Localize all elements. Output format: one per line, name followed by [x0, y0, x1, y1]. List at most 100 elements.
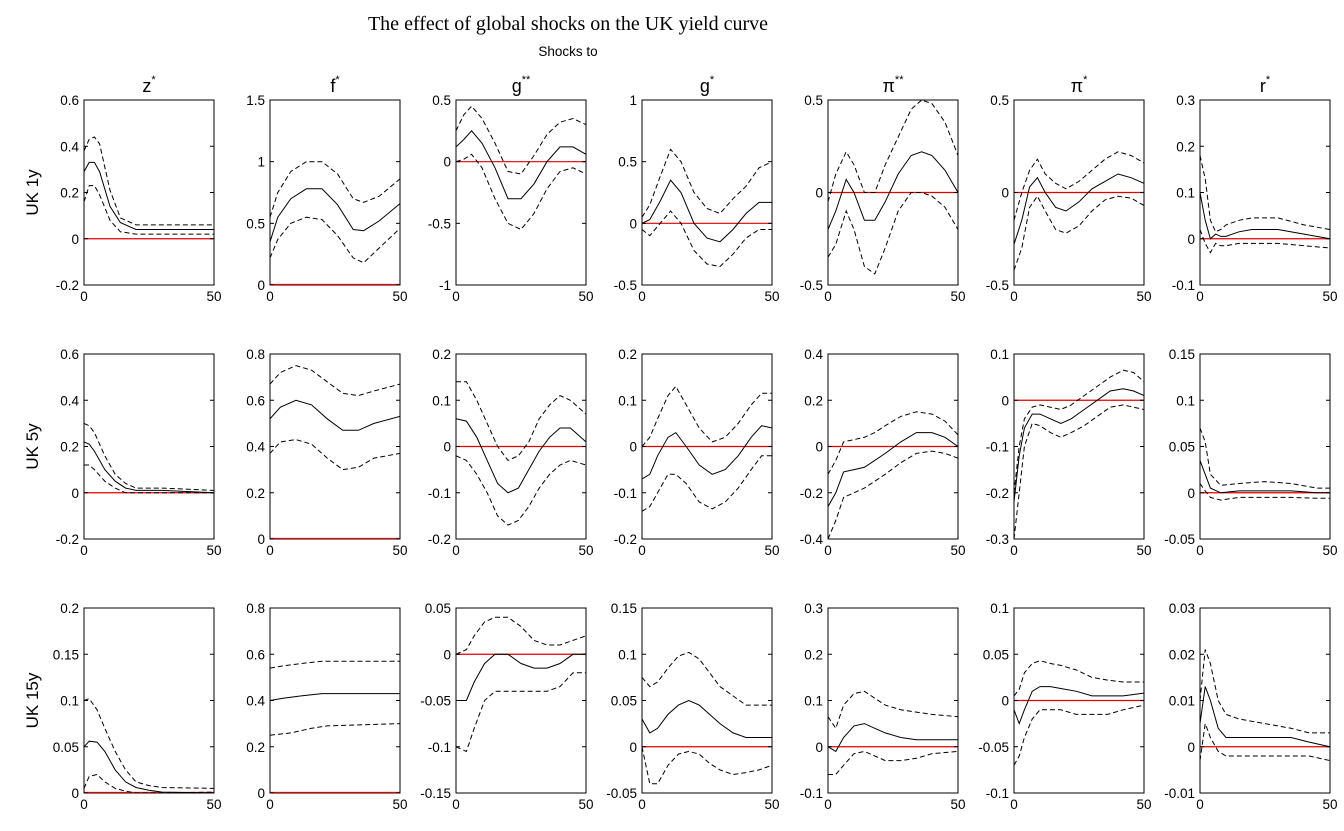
- panel-r1-c1: 0.8 0.6 0.4 0.2 00 50: [246, 347, 407, 558]
- panel-r2-c3: 0.150.10.050-0.050 50: [606, 601, 779, 812]
- impulse-response-line: [1014, 686, 1144, 726]
- column-title-6: r*: [1260, 74, 1271, 96]
- y-tick-label: 0.02: [1169, 647, 1195, 662]
- column-title-base: z: [142, 76, 151, 96]
- x-tick-label: 0: [266, 797, 274, 812]
- y-tick-label: -0.2: [800, 486, 823, 501]
- row-label-1: UK 5y: [23, 423, 42, 470]
- panel-r0-c1: 1.5 1 0.5 00 50: [246, 93, 407, 304]
- panel-frame: [83, 353, 215, 540]
- y-tick-label: -0.1: [428, 740, 451, 755]
- lower-band-line: [642, 746, 772, 785]
- upper-band-line: [1200, 155, 1330, 233]
- y-tick-label: 0: [629, 740, 637, 755]
- y-tick-label: -0.1: [986, 440, 1009, 455]
- panel-r2-c1: 0.8 0.6 0.4 0.2 00 50: [246, 601, 407, 812]
- x-tick-label: 50: [206, 797, 221, 812]
- x-tick-label: 0: [80, 797, 88, 812]
- y-tick-label: -0.1: [800, 786, 823, 801]
- y-tick-label: -0.2: [56, 532, 79, 547]
- column-title-base: g: [512, 76, 522, 96]
- x-tick-label: 50: [578, 797, 593, 812]
- upper-band-line: [84, 422, 214, 491]
- panel-r0-c0: 0.60.40.20-0.20 50: [56, 93, 222, 304]
- y-tick-label: 0.01: [1169, 694, 1195, 709]
- y-tick-label: -0.3: [986, 532, 1009, 547]
- x-tick-label: 50: [1136, 543, 1151, 558]
- y-tick-label: 0.4: [60, 139, 79, 154]
- y-tick-label: 0: [71, 486, 79, 501]
- x-tick-label: 0: [1010, 543, 1018, 558]
- y-tick-label: 0.1: [990, 347, 1009, 362]
- impulse-response-line: [270, 693, 400, 701]
- y-tick-label: 1: [257, 155, 265, 170]
- column-title-base: f: [330, 76, 336, 96]
- x-tick-label: 0: [1196, 797, 1204, 812]
- panel-r1-c3: 0.20.10-0.1-0.20 50: [614, 347, 780, 558]
- lower-band-line: [84, 464, 214, 494]
- y-tick-label: 1: [629, 93, 637, 108]
- upper-band-line: [1200, 427, 1330, 489]
- x-tick-label: 0: [1010, 289, 1018, 304]
- y-tick-label: 0.1: [432, 393, 451, 408]
- impulse-response-line: [456, 653, 586, 701]
- impulse-response-line: [1200, 460, 1330, 494]
- lower-band-line: [1014, 404, 1144, 539]
- y-tick-label: 0.05: [1169, 440, 1195, 455]
- panel-frame: [827, 607, 959, 794]
- panel-plot-area: [642, 385, 772, 512]
- y-tick-label: -0.1: [986, 786, 1009, 801]
- x-tick-label: 0: [452, 543, 460, 558]
- y-tick-label: 0.4: [60, 393, 79, 408]
- y-tick-label: -0.05: [420, 694, 451, 709]
- x-tick-label: 0: [824, 797, 832, 812]
- column-title-4: π**: [883, 74, 905, 96]
- y-tick-label: 0: [1001, 186, 1009, 201]
- column-title-sup: **: [895, 74, 904, 86]
- x-tick-label: 0: [638, 543, 646, 558]
- y-tick-label: 0.03: [1169, 601, 1195, 616]
- y-tick-label: 0: [815, 440, 823, 455]
- panel-plot-area: [642, 148, 772, 268]
- y-tick-label: 0.5: [618, 155, 637, 170]
- upper-band-line: [84, 697, 214, 789]
- upper-band-line: [1014, 151, 1144, 221]
- panel-plot-area: [270, 660, 400, 793]
- column-title-0: z*: [142, 74, 156, 96]
- y-tick-label: 0: [1001, 694, 1009, 709]
- lower-band-line: [1200, 229, 1330, 254]
- impulse-response-line: [642, 699, 772, 738]
- column-title-sup: *: [335, 74, 340, 86]
- x-tick-label: 0: [80, 289, 88, 304]
- panel-plot-area: [456, 616, 586, 753]
- x-tick-label: 50: [764, 797, 779, 812]
- y-tick-label: 0.2: [1176, 139, 1195, 154]
- column-title-base: g: [700, 76, 710, 96]
- impulse-response-line: [642, 425, 772, 480]
- upper-band-line: [828, 100, 958, 202]
- y-tick-label: 0.2: [60, 440, 79, 455]
- panel-frame: [455, 99, 587, 286]
- column-title-2: g**: [512, 74, 531, 96]
- impulse-response-line: [1014, 388, 1144, 503]
- x-tick-label: 50: [764, 289, 779, 304]
- column-title-base: π: [1071, 76, 1083, 96]
- y-tick-label: 0.5: [432, 93, 451, 108]
- panel-frame: [269, 99, 401, 286]
- impulse-response-line: [1014, 173, 1144, 245]
- y-tick-label: -0.5: [428, 216, 451, 231]
- y-tick-label: 0.15: [611, 601, 637, 616]
- x-tick-label: 0: [1010, 797, 1018, 812]
- lower-band-line: [828, 450, 958, 539]
- lower-band-line: [642, 455, 772, 512]
- upper-band-line: [456, 105, 586, 175]
- upper-band-line: [270, 161, 400, 218]
- upper-band-line: [270, 660, 400, 669]
- panel-plot-area: [828, 100, 958, 275]
- y-tick-label: 0.4: [246, 440, 265, 455]
- x-tick-label: 50: [392, 797, 407, 812]
- y-tick-label: 0.1: [990, 601, 1009, 616]
- panel-r0-c2: 0.50-0.5-10 50: [428, 93, 594, 304]
- panel-r2-c0: 0.2 0.15 0.1 0.05 00 50: [53, 601, 222, 812]
